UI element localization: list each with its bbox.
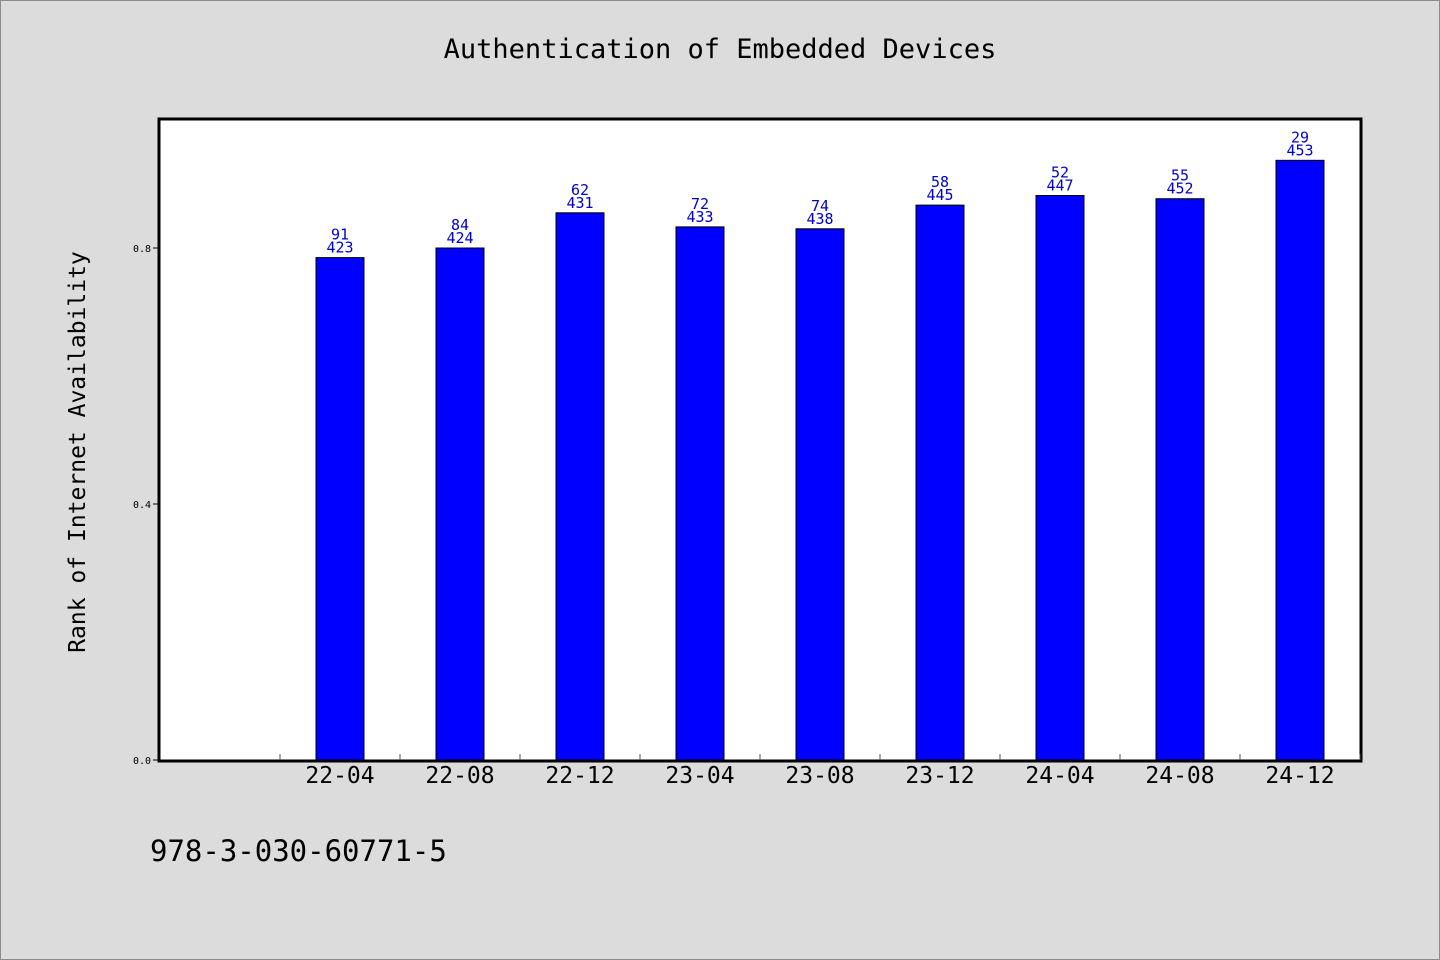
bar-label-bottom: 433 (686, 208, 713, 226)
bar-label-bottom: 453 (1286, 141, 1313, 159)
bar-label-bottom: 447 (1046, 177, 1073, 195)
bar-label-top: 52 (1051, 164, 1069, 182)
bar-label-bottom: 424 (446, 229, 473, 247)
bar-label-top: 55 (1171, 167, 1189, 185)
bar-label-top: 84 (451, 216, 469, 234)
x-tick-label: 23-12 (905, 763, 974, 789)
y-tick-label: 0.8 (133, 244, 151, 255)
bar (1275, 159, 1325, 761)
footer-text: 978-3-030-60771-5 (150, 834, 447, 868)
bar (315, 257, 365, 761)
x-tick-label: 24-08 (1145, 763, 1214, 789)
bar-label-top: 74 (811, 197, 829, 215)
bar-series (315, 159, 1325, 761)
bar-label-top: 72 (691, 195, 709, 213)
bar-label-bottom: 452 (1166, 180, 1193, 198)
bar-label-bottom: 445 (926, 186, 953, 204)
x-tick-label: 22-08 (425, 763, 494, 789)
bar-label-bottom: 438 (806, 210, 833, 228)
x-tick-label: 22-04 (305, 763, 374, 789)
bar (675, 226, 725, 761)
bar-label-top: 29 (1291, 128, 1309, 146)
x-tick-label: 24-12 (1265, 763, 1334, 789)
chart-title: Authentication of Embedded Devices (443, 34, 997, 65)
bar (1155, 198, 1205, 761)
x-tick-label: 23-04 (665, 763, 734, 789)
x-tick-label: 23-08 (785, 763, 854, 789)
bar-label-top: 58 (931, 173, 949, 191)
y-tick-label: 0.4 (133, 500, 151, 511)
bar (915, 204, 965, 761)
bar (1035, 195, 1085, 761)
bar-label-top: 62 (571, 181, 589, 199)
x-axis: 22-04 22-08 22-12 23-04 23-08 23-12 24-04 24-08… (279, 754, 1361, 789)
x-tick-label: 22-12 (545, 763, 614, 789)
y-axis: 0.0 0.4 0.8 (133, 244, 159, 767)
x-tick-label: 24-04 (1025, 763, 1094, 789)
bar-label-bottom: 431 (566, 194, 593, 212)
bar (435, 247, 485, 761)
y-tick-label: 0.0 (133, 756, 151, 767)
bar-label-bottom: 423 (326, 239, 353, 257)
bar (795, 228, 845, 761)
bar (555, 212, 605, 761)
bar-label-top: 91 (331, 226, 349, 244)
